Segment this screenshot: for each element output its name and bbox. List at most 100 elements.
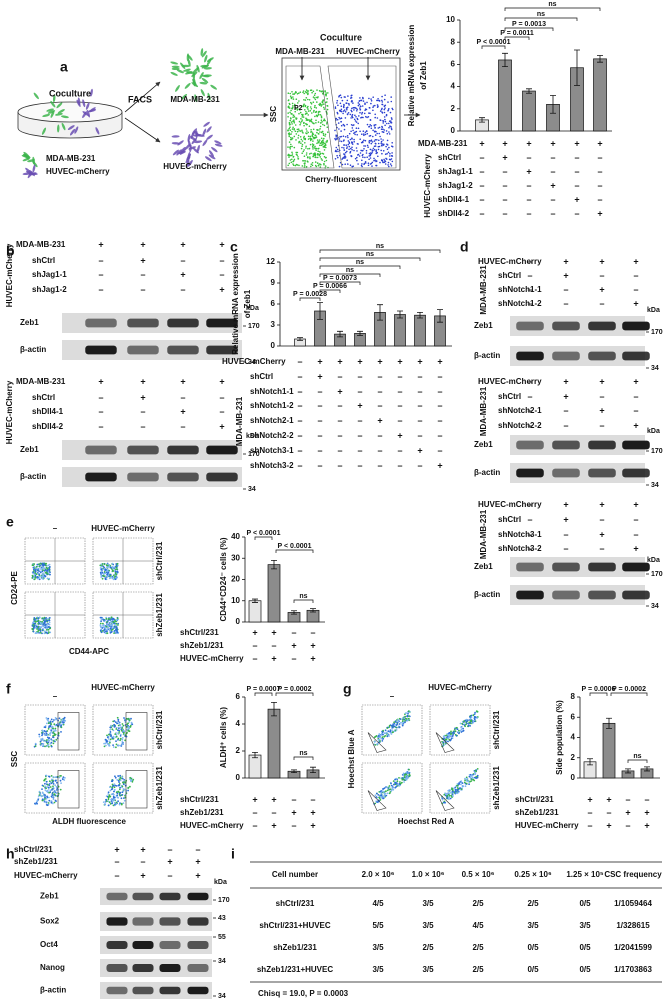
flow-dot [389, 731, 391, 733]
flow-dot [321, 141, 323, 143]
flow-dot [105, 739, 107, 741]
flow-dot [369, 140, 371, 142]
flow-dot [381, 144, 383, 146]
flow-dot [54, 784, 56, 786]
condition-sign: – [297, 371, 302, 381]
flow-dot [309, 148, 311, 150]
flow-dot [305, 118, 307, 120]
flow-dot [36, 802, 38, 804]
condition-sign: + [644, 807, 649, 817]
flow-dot [104, 628, 106, 630]
flow-y-axis: SSC [269, 106, 278, 123]
condition-sign: – [479, 194, 484, 204]
condition-label: HUVEC-mCherry [222, 357, 286, 366]
flow-dot [127, 790, 129, 792]
flow-dot [119, 779, 121, 781]
condition-sign: – [291, 820, 296, 830]
flow-dot [34, 575, 36, 577]
flow-dot [387, 133, 389, 135]
flow-dot [290, 155, 292, 157]
flow-dot [356, 157, 358, 159]
flow-dot [324, 161, 326, 163]
condition-sign: – [599, 543, 604, 553]
flow-dot [287, 146, 289, 148]
flow-dot [43, 573, 45, 575]
condition-label: shCtrl [32, 393, 55, 402]
condition-sign: + [271, 627, 276, 637]
blot-band [106, 893, 127, 900]
flow-dot [112, 618, 114, 620]
flow-dot [348, 149, 350, 151]
flow-dot [363, 145, 365, 147]
flow-dot [370, 103, 372, 105]
flow-dot [117, 563, 119, 565]
blot-band [206, 446, 237, 455]
kda-marker: 34 [651, 603, 659, 610]
kda-marker: 34 [651, 365, 659, 372]
flow-dot [290, 113, 292, 115]
flow-dot [343, 135, 345, 137]
row-header: shZeb1/231 [492, 766, 501, 810]
flow-dot [107, 573, 109, 575]
flow-dot [35, 571, 37, 573]
flow-dot [49, 574, 51, 576]
flow-dot [383, 159, 385, 161]
flow-dot [48, 797, 50, 799]
flow-dot [294, 147, 296, 149]
flow-dot [372, 136, 374, 138]
y-tick-label: 10 [231, 596, 240, 605]
flow-dot [122, 778, 124, 780]
flow-dot [323, 138, 325, 140]
flow-dot [310, 131, 312, 133]
flow-dot [353, 109, 355, 111]
significance-label: ns [356, 259, 364, 266]
flow-dot [314, 94, 316, 96]
flow-dot [326, 141, 328, 143]
flow-dot [447, 741, 449, 743]
condition-sign: – [597, 152, 602, 162]
flow-dot [33, 627, 35, 629]
condition-sign: – [633, 514, 638, 524]
table-cell: 3/5 [422, 965, 434, 974]
flow-dot [290, 144, 292, 146]
table-cell: 3/5 [372, 965, 384, 974]
flow-dot [108, 565, 110, 567]
y-tick-label: 0 [571, 773, 576, 782]
condition-sign: – [563, 284, 568, 294]
flow-dot [116, 794, 118, 796]
flow-dot [407, 720, 409, 722]
flow-dot [45, 787, 47, 789]
flow-dot [39, 616, 41, 618]
bar [603, 723, 615, 778]
condition-label: MDA-MB-231 [16, 377, 66, 386]
flow-dot [350, 131, 352, 133]
flow-dot [306, 154, 308, 156]
flow-dot [408, 718, 410, 720]
y-tick-label: 12 [266, 257, 275, 266]
flow-dot [104, 575, 106, 577]
flow-dot [40, 741, 42, 743]
flow-dot [443, 737, 445, 739]
flow-dot [307, 106, 309, 108]
significance-label: ns [548, 1, 556, 8]
flow-dot [46, 801, 48, 803]
flow-dot [119, 789, 121, 791]
blot-band [167, 346, 198, 355]
flow-dot [453, 731, 455, 733]
flow-dot [322, 131, 324, 133]
flow-dot [120, 735, 122, 737]
group-label: HUVEC-mCherry [5, 243, 14, 307]
condition-sign: + [599, 376, 604, 386]
bar [395, 315, 406, 347]
flow-dot [395, 786, 397, 788]
flow-dot [117, 800, 119, 802]
flow-dot [35, 745, 37, 747]
flow-dot [307, 160, 309, 162]
flow-dot [44, 621, 46, 623]
condition-sign: + [337, 386, 342, 396]
flow-dot [115, 746, 117, 748]
flow-dot [373, 160, 375, 162]
flow-dot [344, 149, 346, 151]
flow-dot [387, 790, 389, 792]
flow-dot [371, 143, 373, 145]
